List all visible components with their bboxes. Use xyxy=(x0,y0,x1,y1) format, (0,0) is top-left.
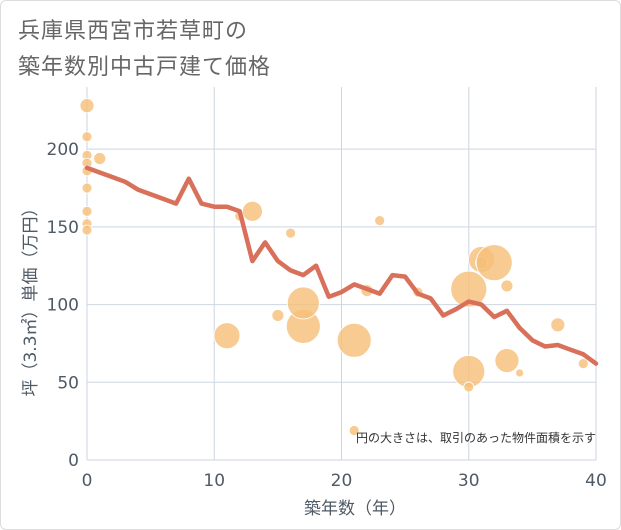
bubble-point xyxy=(500,279,514,293)
x-tick-label: 10 xyxy=(203,471,225,491)
average-price-line xyxy=(84,165,599,366)
bubble-point xyxy=(336,322,372,358)
bubble-point xyxy=(93,152,107,165)
bubble-point xyxy=(374,215,386,227)
bubble-point xyxy=(494,348,520,373)
bubble-point xyxy=(515,368,525,378)
bubble-point xyxy=(81,182,93,194)
x-tick-label: 20 xyxy=(331,471,353,491)
y-tick-label: 0 xyxy=(68,451,79,471)
bubble-point xyxy=(242,200,263,222)
y-tick-label: 150 xyxy=(47,218,79,238)
bubble-point xyxy=(213,322,241,350)
x-tick-label: 40 xyxy=(585,471,607,491)
bubble-point xyxy=(550,317,566,333)
bubble-point xyxy=(475,244,513,282)
grid-lines xyxy=(86,87,597,461)
bubble-point xyxy=(463,381,475,393)
chart-title-line-2: 築年数別中古戸建て価格 xyxy=(18,55,272,80)
x-tick-label: 0 xyxy=(82,471,93,491)
bubble-point xyxy=(79,98,95,114)
bubble-point xyxy=(348,425,360,436)
bubble-point xyxy=(450,270,488,308)
y-tick-label: 200 xyxy=(47,140,79,160)
y-axis-title: 坪（3.3㎡）単価（万円） xyxy=(21,199,41,396)
bubble-point xyxy=(285,227,297,239)
y-tick-label: 100 xyxy=(47,296,79,316)
tick-labels: 0 10 20 30 40 0 50 100 150 200 xyxy=(47,140,607,491)
bubble-point xyxy=(81,205,93,217)
bubble-point xyxy=(577,358,589,370)
chart-title: 兵庫県西宮市若草町の 築年数別中古戸建て価格 xyxy=(18,14,271,86)
line-layer xyxy=(84,165,599,366)
bubble-point xyxy=(81,131,93,143)
chart-title-line-1: 兵庫県西宮市若草町の xyxy=(18,19,249,44)
x-tick-label: 30 xyxy=(458,471,480,491)
bubble-point xyxy=(286,286,320,320)
bubble-point xyxy=(271,309,285,322)
y-tick-label: 50 xyxy=(57,373,79,393)
x-axis-title: 築年数（年） xyxy=(304,499,406,519)
bubble-size-note: 円の大きさは、取引のあった物件面積を示す xyxy=(356,430,596,445)
bubble-point xyxy=(81,224,93,236)
